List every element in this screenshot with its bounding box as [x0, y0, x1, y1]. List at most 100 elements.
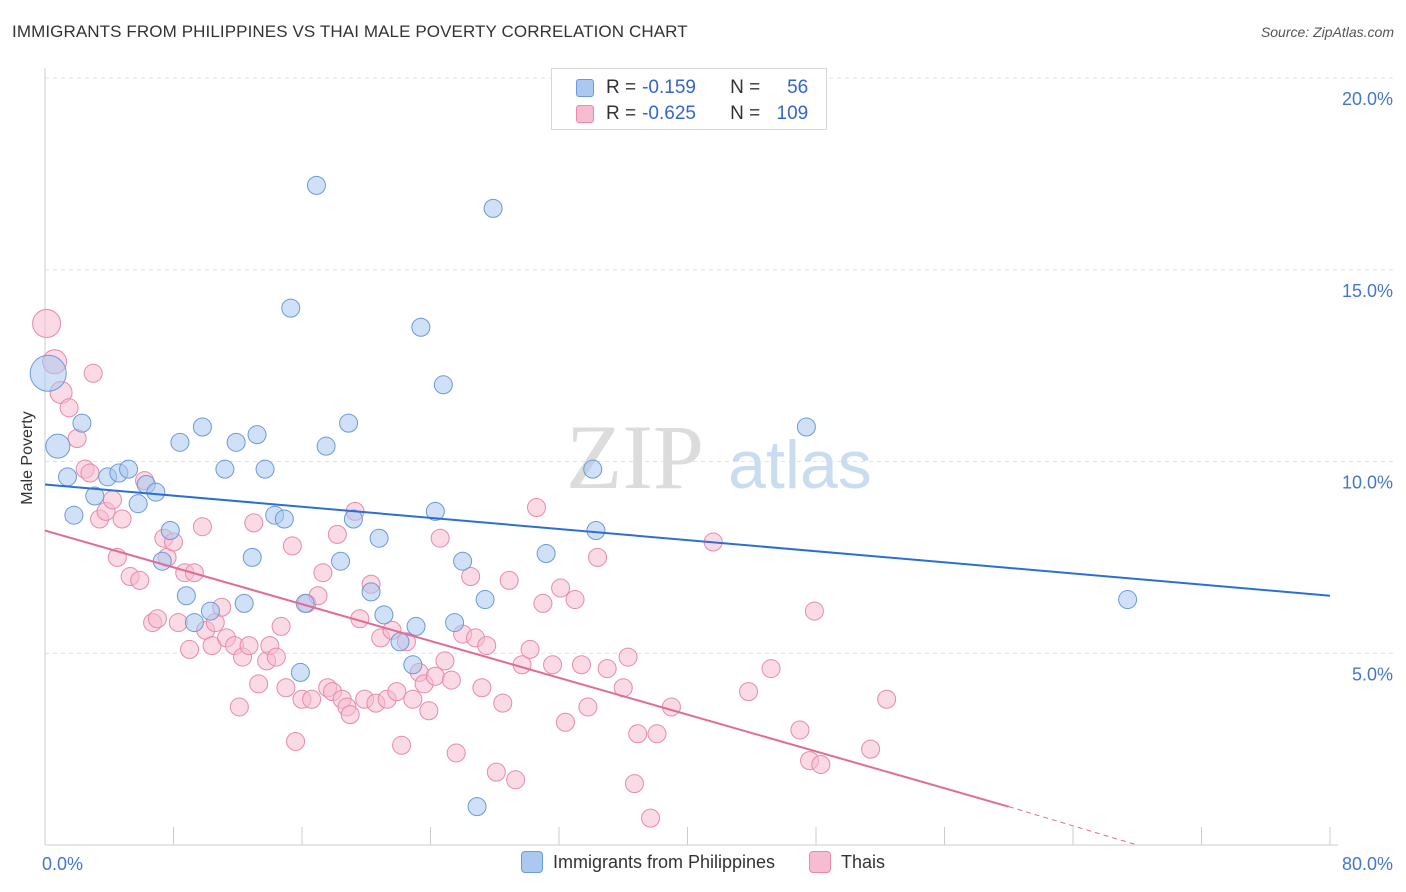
- thais-point: [266, 647, 286, 667]
- legend-r-value: -0.625: [642, 103, 696, 124]
- philippines-point: [200, 601, 220, 621]
- philippines-point: [290, 662, 310, 682]
- thais-point: [647, 724, 667, 744]
- watermark-zip: ZIP: [566, 406, 704, 508]
- legend-r-value: -0.159: [642, 77, 696, 98]
- legend-n-value: 109: [776, 103, 809, 124]
- philippines-point: [72, 413, 92, 433]
- thais-point: [327, 524, 347, 544]
- thais-point: [340, 705, 360, 725]
- thais-point: [446, 743, 466, 763]
- philippines-point: [445, 613, 465, 633]
- thais-point: [425, 666, 445, 686]
- legend-n-label: N =: [730, 77, 761, 98]
- thais-point: [130, 570, 150, 590]
- thais-point: [543, 655, 563, 675]
- philippines-point: [339, 413, 359, 433]
- philippines-point: [128, 494, 148, 514]
- philippines-point: [467, 797, 487, 817]
- philippines-point: [45, 433, 71, 459]
- thais-point: [192, 517, 212, 537]
- thais-point: [302, 689, 322, 709]
- philippines-point: [119, 459, 139, 479]
- philippines-point: [306, 175, 326, 195]
- thais-point: [790, 720, 810, 740]
- legend-swatch-pink: [809, 851, 832, 873]
- legend-r-label: R =: [606, 103, 637, 124]
- philippines-point: [403, 655, 423, 675]
- trendlines: [44, 483, 1331, 846]
- thais-point: [499, 570, 519, 590]
- thais-point: [597, 659, 617, 679]
- philippines-points: [29, 175, 1138, 817]
- thais-point: [180, 639, 200, 659]
- philippines-point: [374, 605, 394, 625]
- thais-point: [276, 678, 296, 698]
- legend-item-thais[interactable]: Thais: [809, 851, 885, 873]
- thais-point: [435, 651, 455, 671]
- philippines-point: [316, 436, 336, 456]
- philippines-point: [536, 544, 556, 564]
- thais-point: [761, 659, 781, 679]
- x-tick-label: 0.0%: [42, 854, 83, 874]
- philippines-point: [64, 505, 84, 525]
- legend-n-label: N =: [730, 103, 761, 124]
- philippines-point: [85, 486, 105, 506]
- thais-point: [565, 590, 585, 610]
- philippines-point: [331, 551, 351, 571]
- philippines-point: [255, 459, 275, 479]
- legend-item-philippines[interactable]: Immigrants from Philippines: [520, 851, 775, 873]
- legend-label-thais: Thais: [841, 851, 886, 872]
- thais-point: [739, 682, 759, 702]
- philippines-point: [369, 528, 389, 548]
- thais-point: [578, 697, 598, 717]
- thais-point: [804, 601, 824, 621]
- legend-row-philippines: R = -0.159 N = 56: [576, 75, 808, 101]
- thais-point: [392, 735, 412, 755]
- thais-point: [102, 490, 122, 510]
- legend-row-thais: R = -0.625 N = 109: [576, 101, 808, 127]
- philippines-point: [586, 521, 606, 541]
- philippines-point: [184, 613, 204, 633]
- philippines-point: [361, 582, 381, 602]
- philippines-point: [406, 616, 426, 636]
- thais-point: [861, 739, 881, 759]
- philippines-point: [146, 482, 166, 502]
- philippines-point: [483, 198, 503, 218]
- thais-point: [493, 693, 513, 713]
- philippines-point: [433, 375, 453, 395]
- philippines-point: [29, 354, 67, 392]
- legend-n-value: 56: [787, 77, 809, 98]
- legend-swatch-blue: [520, 851, 543, 873]
- thais-points: [32, 308, 897, 828]
- thais-point: [811, 754, 831, 774]
- series-legend: Immigrants from Philippines Thais: [0, 851, 1406, 873]
- thais-point: [387, 682, 407, 702]
- thais-point: [588, 547, 608, 567]
- thais-point: [624, 774, 644, 794]
- y-tick-label: 15.0%: [1342, 281, 1393, 301]
- source-label: Source: ZipAtlas.com: [1260, 24, 1394, 40]
- philippines-point: [796, 417, 816, 437]
- philippines-point: [390, 632, 410, 652]
- thais-point: [571, 655, 591, 675]
- thais-point: [430, 528, 450, 548]
- thais-point: [555, 712, 575, 732]
- thais-point: [441, 670, 461, 690]
- thais-point: [477, 636, 497, 656]
- philippines-point: [453, 551, 473, 571]
- thais-point: [403, 689, 423, 709]
- philippines-point: [274, 509, 294, 529]
- philippines-point: [1118, 590, 1138, 610]
- thais-point: [80, 463, 100, 483]
- y-tick-label: 5.0%: [1352, 664, 1393, 684]
- thais-trendline: [44, 529, 1010, 808]
- thais-point: [239, 636, 259, 656]
- philippines-point: [234, 593, 254, 613]
- thais-point: [271, 616, 291, 636]
- thais-point: [249, 674, 269, 694]
- thais-point: [168, 613, 188, 633]
- philippines-point: [242, 547, 262, 567]
- watermark: ZIP atlas: [566, 406, 872, 508]
- philippines-point: [192, 417, 212, 437]
